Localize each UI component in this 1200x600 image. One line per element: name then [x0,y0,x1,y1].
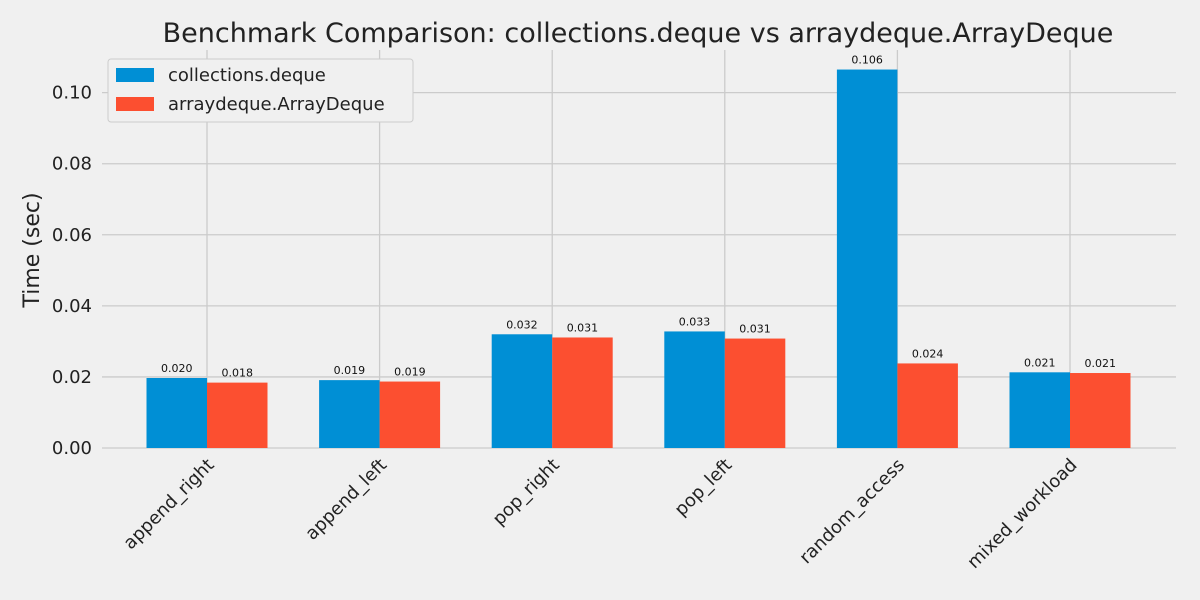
bar-random_access-arraydeque [897,363,958,448]
bar-random_access-collections-deque [836,69,898,448]
bar-append_right-arraydeque [207,382,268,448]
y-tick-label: 0.04 [52,296,92,317]
chart-title: Benchmark Comparison: collections.deque … [163,18,1114,49]
x-tick-label: pop_right [489,455,564,530]
bar-value-labels: 0.020 0.019 0.032 0.033 0.106 0.021 0.018 0.019… [161,54,1116,380]
legend-label: collections.deque [168,65,326,86]
bar-append_left-collections-deque [319,380,380,448]
bar-mixed_workload-collections-deque [1009,372,1070,448]
legend: collections.deque arraydeque.ArrayDeque [107,58,414,123]
y-axis-ticks: 0.00 0.02 0.04 0.06 0.08 0.10 [52,83,92,459]
x-axis-ticks: append_right append_left pop_right pop_left… [119,455,1081,573]
y-tick-label: 0.02 [52,367,92,388]
x-tick-label: mixed_workload [963,455,1081,573]
x-tick-label: append_right [119,455,218,554]
y-tick-label: 0.00 [52,438,92,459]
bar-value-label: 0.021 [1085,357,1117,370]
bar-append_right-collections-deque [146,377,207,448]
legend-frame [107,58,414,123]
bar-value-label: 0.018 [222,367,254,380]
bars [146,69,1131,448]
legend-swatch [116,68,154,82]
bar-pop_right-collections-deque [491,334,553,448]
y-tick-label: 0.10 [52,83,92,104]
bar-pop_left-arraydeque [724,338,786,448]
bar-pop_left-collections-deque [664,331,725,448]
bar-value-label: 0.032 [506,318,538,331]
bar-value-label: 0.031 [739,323,771,336]
x-tick-label: pop_left [671,455,737,521]
bar-value-label: 0.031 [567,321,599,334]
y-axis-label: Time (sec) [20,192,45,308]
bar-value-label: 0.019 [334,364,366,377]
bar-value-label: 0.019 [394,366,426,379]
legend-swatch [116,97,154,111]
y-tick-label: 0.06 [52,225,92,246]
bar-append_left-arraydeque [379,381,441,448]
y-tick-label: 0.08 [52,154,92,175]
bar-value-label: 0.020 [161,362,193,375]
x-tick-label: append_left [301,455,391,545]
bar-mixed_workload-arraydeque [1070,373,1131,448]
bar-value-label: 0.024 [912,347,944,360]
bar-value-label: 0.033 [679,315,711,328]
x-tick-label: random_access [795,455,908,568]
bar-value-label: 0.106 [851,54,883,67]
bar-value-label: 0.021 [1024,356,1056,369]
legend-label: arraydeque.ArrayDeque [168,94,385,115]
bar-pop_right-arraydeque [552,337,613,448]
